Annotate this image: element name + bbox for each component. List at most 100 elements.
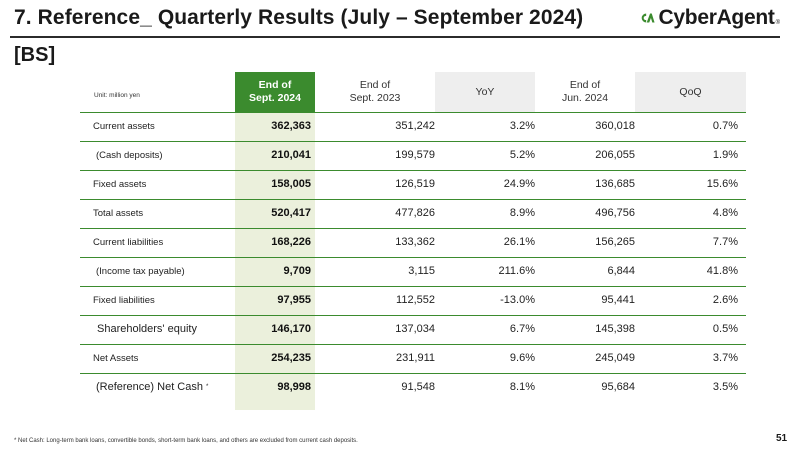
value-sept-2024: 168,226 bbox=[271, 236, 311, 248]
page-number: 51 bbox=[776, 433, 788, 444]
unit-label: Unit: million yen bbox=[94, 92, 140, 99]
balance-sheet-table: End of Sept. 2024 End of Sept. 2023 YoY … bbox=[80, 72, 746, 410]
row-divider bbox=[80, 373, 746, 374]
value-sept-2024: 210,041 bbox=[271, 149, 311, 161]
header-line: End of bbox=[359, 79, 391, 91]
header-end-sept-2023: End of Sept. 2023 bbox=[315, 72, 435, 112]
table-row: Fixed liabilities 97,955 112,552 -13.0% … bbox=[80, 286, 746, 315]
value-qoq: 4.8% bbox=[712, 207, 738, 219]
row-label: Current assets bbox=[93, 121, 155, 132]
row-label: (Cash deposits) bbox=[96, 150, 163, 161]
table-row: (Cash deposits) 210,041 199,579 5.2% 206… bbox=[80, 141, 746, 170]
header-yoy: YoY bbox=[435, 72, 535, 112]
header-line: End of bbox=[569, 79, 601, 91]
header-line: QoQ bbox=[679, 85, 702, 98]
value-yoy: 211.6% bbox=[498, 265, 536, 277]
current-period-column-highlight bbox=[235, 72, 315, 410]
row-label: (Income tax payable) bbox=[96, 266, 185, 277]
value-sept-2023: 231,911 bbox=[396, 352, 435, 364]
value-yoy: -13.0% bbox=[500, 294, 535, 306]
row-divider bbox=[80, 344, 746, 345]
value-qoq: 7.7% bbox=[712, 236, 738, 248]
value-sept-2023: 137,034 bbox=[395, 323, 435, 335]
header-line: Jun. 2024 bbox=[561, 92, 609, 104]
header-line: YoY bbox=[475, 85, 495, 98]
value-yoy: 6.7% bbox=[509, 323, 535, 335]
value-jun-2024: 206,055 bbox=[595, 149, 635, 161]
value-jun-2024: 245,049 bbox=[595, 352, 635, 364]
table-row: Fixed assets 158,005 126,519 24.9% 136,6… bbox=[80, 170, 746, 199]
value-jun-2024: 95,684 bbox=[601, 381, 635, 393]
row-label: Fixed assets bbox=[93, 179, 147, 190]
value-yoy: 24.9% bbox=[503, 178, 535, 190]
value-jun-2024: 6,844 bbox=[607, 265, 635, 277]
value-sept-2023: 91,548 bbox=[401, 381, 435, 393]
row-divider bbox=[80, 199, 746, 200]
row-label: Current liabilities bbox=[93, 237, 164, 248]
value-yoy: 26.1% bbox=[503, 236, 535, 248]
value-qoq: 0.7% bbox=[712, 120, 738, 132]
row-divider bbox=[80, 141, 746, 142]
row-divider bbox=[80, 257, 746, 258]
header-qoq: QoQ bbox=[635, 72, 746, 112]
value-sept-2023: 477,826 bbox=[395, 207, 435, 219]
registered-mark: ® bbox=[775, 20, 780, 26]
value-qoq: 15.6% bbox=[706, 178, 738, 190]
company-logo: CyberAgent ® bbox=[640, 5, 780, 31]
value-sept-2024: 146,170 bbox=[271, 323, 311, 335]
row-divider bbox=[80, 228, 746, 229]
value-sept-2024: 254,235 bbox=[271, 352, 311, 364]
value-qoq: 0.5% bbox=[712, 323, 738, 335]
cyberagent-ca-logo-icon bbox=[641, 13, 655, 23]
value-jun-2024: 496,756 bbox=[595, 207, 635, 219]
value-qoq: 3.5% bbox=[712, 381, 738, 393]
value-sept-2024: 98,998 bbox=[277, 381, 311, 393]
table-row: Shareholders' equity 146,170 137,034 6.7… bbox=[80, 315, 746, 344]
value-jun-2024: 145,398 bbox=[595, 323, 635, 335]
header-line: End of bbox=[258, 79, 292, 91]
row-divider bbox=[80, 286, 746, 287]
row-label: Fixed liabilities bbox=[93, 295, 155, 306]
row-label: (Reference) Net Cash * bbox=[96, 373, 208, 402]
value-qoq: 2.6% bbox=[712, 294, 738, 306]
value-sept-2024: 158,005 bbox=[271, 178, 311, 190]
table-row: Current assets 362,363 351,242 3.2% 360,… bbox=[80, 112, 746, 141]
title-underline bbox=[10, 36, 780, 38]
row-label: Total assets bbox=[93, 208, 144, 219]
header-line: Sept. 2024 bbox=[249, 92, 301, 104]
footnote: * Net Cash: Long-term bank loans, conver… bbox=[14, 438, 358, 444]
value-sept-2024: 520,417 bbox=[271, 207, 311, 219]
value-sept-2023: 126,519 bbox=[395, 178, 435, 190]
table-row: Total assets 520,417 477,826 8.9% 496,75… bbox=[80, 199, 746, 228]
value-qoq: 3.7% bbox=[712, 352, 738, 364]
footnote-marker: * bbox=[206, 384, 209, 390]
logo-wordmark: CyberAgent bbox=[658, 6, 775, 29]
value-sept-2023: 199,579 bbox=[395, 149, 435, 161]
table-row: Net Assets 254,235 231,911 9.6% 245,049 … bbox=[80, 344, 746, 373]
section-heading: [BS] bbox=[14, 44, 56, 66]
table-row: (Reference) Net Cash * 98,998 91,548 8.1%… bbox=[80, 373, 746, 402]
value-sept-2023: 351,242 bbox=[395, 120, 435, 132]
header-line: Sept. 2023 bbox=[349, 92, 401, 104]
value-sept-2023: 3,115 bbox=[408, 265, 435, 277]
value-sept-2023: 133,362 bbox=[395, 236, 435, 248]
value-yoy: 8.1% bbox=[509, 381, 535, 393]
value-sept-2024: 362,363 bbox=[271, 120, 311, 132]
value-yoy: 5.2% bbox=[509, 149, 535, 161]
table-row: (Income tax payable) 9,709 3,115 211.6% … bbox=[80, 257, 746, 286]
value-jun-2024: 360,018 bbox=[595, 120, 635, 132]
row-divider bbox=[80, 170, 746, 171]
header-end-sept-2024: End of Sept. 2024 bbox=[235, 72, 315, 112]
header-end-jun-2024: End of Jun. 2024 bbox=[535, 72, 635, 112]
value-yoy: 9.6% bbox=[509, 352, 535, 364]
row-divider bbox=[80, 112, 746, 113]
value-jun-2024: 136,685 bbox=[595, 178, 635, 190]
value-yoy: 8.9% bbox=[509, 207, 535, 219]
value-jun-2024: 95,441 bbox=[601, 294, 635, 306]
slide-title: 7. Reference_ Quarterly Results (July – … bbox=[14, 6, 584, 29]
value-sept-2024: 97,955 bbox=[277, 294, 311, 306]
value-jun-2024: 156,265 bbox=[595, 236, 635, 248]
value-qoq: 1.9% bbox=[712, 149, 738, 161]
row-divider bbox=[80, 315, 746, 316]
value-sept-2023: 112,552 bbox=[396, 294, 435, 306]
